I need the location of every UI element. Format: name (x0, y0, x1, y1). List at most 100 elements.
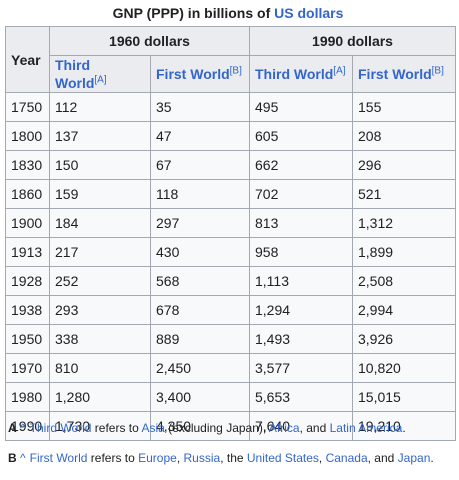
third-world-1960-cell: 159 (49, 179, 151, 209)
first-world-1960-cell: 118 (150, 179, 250, 209)
first-world-1990-cell: 155 (352, 92, 456, 122)
footnote-a: A ^ Third World refers to Asia (excluding… (8, 420, 456, 450)
third-world-1990-cell: 958 (249, 237, 353, 267)
first-world-1990-cell: 208 (352, 121, 456, 151)
ref-b-link[interactable]: [B] (229, 65, 242, 77)
footnote-text: . (430, 451, 434, 465)
first-world-1990-cell: 3,926 (352, 324, 456, 354)
asia-link[interactable]: Asia (141, 421, 165, 435)
ref-a-link[interactable]: [A] (333, 65, 346, 77)
footnote-backlink[interactable]: ^ (20, 451, 26, 465)
footnotes: A ^ Third World refers to Asia (excluding… (8, 420, 456, 480)
footnote-letter: A (8, 421, 17, 435)
caption-text: GNP (PPP) in billions of (112, 5, 275, 21)
third-world-1990-cell: 702 (249, 179, 353, 209)
canada-link[interactable]: Canada (325, 451, 368, 465)
first-world-link[interactable]: First World (156, 66, 230, 82)
footnote-text: , the (220, 451, 247, 465)
first-world-1960-cell: 4,350 (150, 411, 250, 441)
russia-link[interactable]: Russia (183, 451, 221, 465)
third-world-1960-cell: 217 (49, 237, 151, 267)
europe-link[interactable]: Europe (138, 451, 177, 465)
first-world-link[interactable]: First World (358, 66, 432, 82)
first-world-1960-cell: 67 (150, 150, 250, 180)
first-world-1990-cell: 19,210 (352, 411, 456, 441)
third-world-1990-cell: 813 (249, 208, 353, 238)
third-world-1960-cell: 810 (49, 353, 151, 383)
year-cell: 1830 (5, 150, 50, 180)
table-row: 1913 217 430 958 1,899 (5, 237, 456, 267)
footnote-letter: B (8, 451, 17, 465)
table-body: 1750 112 35 495 155 1800 137 47 605 208 1830 150 6… (5, 92, 456, 441)
ref-a-link[interactable]: [A] (94, 74, 107, 86)
table-row: 1928 252 568 1,113 2,508 (5, 266, 456, 296)
third-world-1990-cell: 495 (249, 92, 353, 122)
third-world-1990-cell: 605 (249, 121, 353, 151)
table-row: 1750 112 35 495 155 (5, 92, 456, 122)
table-row: 1830 150 67 662 296 (5, 150, 456, 180)
year-cell: 1980 (5, 382, 50, 412)
group-1990-header: 1990 dollars (249, 26, 456, 56)
group-1960-header: 1960 dollars (49, 26, 250, 56)
third-world-1990-cell: 7,640 (249, 411, 353, 441)
first-world-1990-cell: 15,015 (352, 382, 456, 412)
year-cell: 1950 (5, 324, 50, 354)
third-world-1960-cell: 137 (49, 121, 151, 151)
footnote-backlink[interactable]: ^ (20, 421, 26, 435)
year-cell: 1913 (5, 237, 50, 267)
third-world-1990-cell: 3,577 (249, 353, 353, 383)
caption-us-dollars-link[interactable]: US dollars (274, 5, 344, 21)
footnote-text: , (318, 451, 326, 465)
footnote-text: refers to (91, 421, 142, 435)
first-world-1990-cell: 521 (352, 179, 456, 209)
third-world-1960-cell: 184 (49, 208, 151, 238)
footnote-text: (excluding Japan), (164, 421, 269, 435)
third-world-1990-cell: 1,294 (249, 295, 353, 325)
footnote-third-world-link[interactable]: Third World (29, 421, 92, 435)
third-world-1990-cell: 662 (249, 150, 353, 180)
united-states-link[interactable]: United States (246, 451, 319, 465)
first-world-1990-cell: 296 (352, 150, 456, 180)
third-world-1990-header: Third World[A] (249, 55, 353, 93)
table-row: 1950 338 889 1,493 3,926 (5, 324, 456, 354)
third-world-1990-cell: 5,653 (249, 382, 353, 412)
third-world-1960-cell: 112 (49, 92, 151, 122)
footnote-text: , and (299, 421, 330, 435)
third-world-1990-cell: 1,113 (249, 266, 353, 296)
first-world-1990-cell: 2,508 (352, 266, 456, 296)
third-world-1960-cell: 252 (49, 266, 151, 296)
table-row: 1980 1,280 3,400 5,653 15,015 (5, 382, 456, 412)
year-cell: 1938 (5, 295, 50, 325)
first-world-1960-cell: 2,450 (150, 353, 250, 383)
third-world-1960-cell: 1,280 (49, 382, 151, 412)
africa-link[interactable]: Africa (268, 421, 300, 435)
third-world-1960-header: Third World[A] (49, 55, 151, 93)
table-row: 1860 159 118 702 521 (5, 179, 456, 209)
table-row: 1970 810 2,450 3,577 10,820 (5, 353, 456, 383)
first-world-1990-cell: 10,820 (352, 353, 456, 383)
table-row: 1990 1,730 4,350 7,640 19,210 (5, 411, 456, 441)
year-cell: 1860 (5, 179, 50, 209)
ref-b-link[interactable]: [B] (431, 65, 444, 77)
third-world-1990-cell: 1,493 (249, 324, 353, 354)
first-world-1960-header: First World[B] (150, 55, 250, 93)
latin-america-link[interactable]: Latin America (329, 421, 403, 435)
first-world-1960-cell: 430 (150, 237, 250, 267)
third-world-link[interactable]: Third World (55, 57, 95, 91)
table-row: 1900 184 297 813 1,312 (5, 208, 456, 238)
first-world-1990-cell: 1,899 (352, 237, 456, 267)
footnote-text: , (176, 451, 184, 465)
first-world-1960-cell: 297 (150, 208, 250, 238)
first-world-1960-cell: 35 (150, 92, 250, 122)
table-row: 1938 293 678 1,294 2,994 (5, 295, 456, 325)
table-row: 1800 137 47 605 208 (5, 121, 456, 151)
year-header: Year (5, 26, 50, 93)
year-cell: 1800 (5, 121, 50, 151)
third-world-link[interactable]: Third World (255, 66, 334, 82)
year-cell: 1900 (5, 208, 50, 238)
footnote-first-world-link[interactable]: First World (29, 451, 88, 465)
third-world-1960-cell: 293 (49, 295, 151, 325)
japan-link[interactable]: Japan (397, 451, 431, 465)
year-cell: 1928 (5, 266, 50, 296)
